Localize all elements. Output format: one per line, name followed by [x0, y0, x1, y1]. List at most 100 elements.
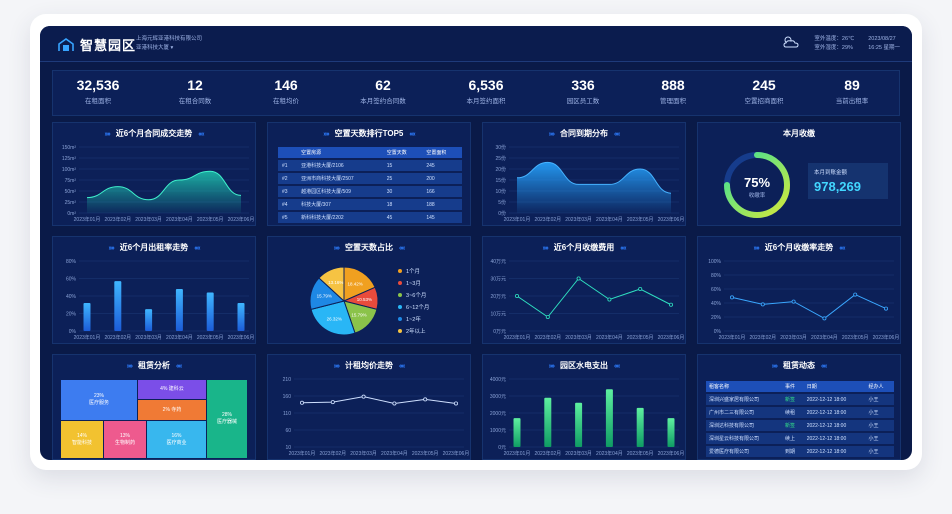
col-header: 空置房源	[297, 147, 383, 158]
y-tick-label: 5份	[498, 199, 506, 206]
x-tick-label: 2023年01月	[504, 450, 531, 457]
bar	[513, 418, 521, 447]
col-header: 经办人	[865, 381, 894, 392]
x-tick-label: 2023年05月	[627, 334, 654, 341]
legend-item[interactable]: 6~12个月	[398, 303, 429, 311]
panel-title: ›››› 合同到期分布 ‹‹‹‹	[548, 129, 621, 138]
kpi-label: 空置招商面积	[744, 98, 784, 105]
data-point	[883, 306, 888, 311]
data-point	[515, 294, 520, 299]
kpi-item: 245 空置招商面积	[719, 77, 809, 105]
panel-title: ›››› 近6个月出租率走势 ‹‹‹‹	[108, 243, 200, 252]
treemap-cell[interactable]: 23% 医疗服务	[61, 380, 137, 420]
table-row[interactable]: 广州市二三有限公司 续租 2022-12-12 18:00 小王	[706, 407, 894, 418]
x-tick-label: 2023年01月	[719, 334, 746, 341]
kpi-label: 当前出租率	[835, 98, 869, 105]
x-tick-label: 2023年04月	[811, 334, 838, 341]
table-row[interactable]: 深圳星云科技有限公司 续上 2022-12-12 18:00 小王	[706, 433, 894, 444]
panel-utility: ›››› 园区水电支出 ‹‹‹‹ 4000元 3000元 2000元 1000元 0元 202…	[482, 354, 686, 460]
kpi-value: 336	[571, 77, 595, 93]
x-tick-label: 2023年02月	[104, 216, 131, 223]
datetime: 2023/08/27 16:25 星期一	[868, 35, 900, 53]
kpi-label: 在租面积	[85, 98, 111, 105]
legend-item[interactable]: 1~3月	[398, 279, 429, 287]
x-tick-label: 2023年04月	[166, 334, 193, 341]
x-tick-label: 2023年06月	[658, 450, 685, 457]
y-tick-label: 20万元	[490, 294, 506, 300]
table-row[interactable]: #3 越港园区科技大厦/509 30 166	[278, 186, 462, 197]
y-tick-label: 25份	[495, 155, 506, 162]
date-text: 2023/08/27	[868, 36, 896, 42]
table-header-row: 空置房源 空置天数 空置面积	[278, 147, 462, 158]
pie-slice	[343, 266, 376, 302]
y-tick-label: 60%	[66, 276, 77, 282]
bar	[114, 281, 122, 331]
x-tick-label: 2023年03月	[135, 216, 162, 223]
occupancy-bar-chart: 80% 60% 40% 20% 0%2023年01月 2023年02月 2023年03月 20…	[66, 259, 254, 341]
x-tick-label: 2023年04月	[596, 334, 623, 341]
data-point	[822, 316, 827, 321]
panel-income: 本月收缴 75% 收缴率 本月到账金额 978,269	[697, 122, 901, 226]
treemap-cell[interactable]: 14% 智能科技	[61, 421, 103, 458]
weather-temp: 室外温度：26℃	[814, 36, 855, 42]
table-row[interactable]: 深圳达科技有限公司 新签 2022-12-12 18:00 小王	[706, 420, 894, 431]
x-tick-label: 2023年01月	[504, 334, 531, 341]
x-tick-label: 2023年06月	[658, 216, 685, 223]
building-select[interactable]: 亚港科技大厦 ▾	[136, 45, 174, 51]
table-row[interactable]: 爱德医疗有限公司 到期 2022-12-12 18:00 小王	[706, 446, 894, 457]
col-header: 租客名称	[706, 381, 783, 392]
legend-item[interactable]: 3~6个月	[398, 291, 429, 299]
weather-stats: 室外温度：26℃ 室外湿度：29%	[814, 35, 854, 53]
weather-humidity: 室外湿度：29%	[814, 45, 853, 51]
bar	[667, 418, 675, 447]
y-tick-label: 125m²	[62, 156, 77, 162]
panel-vacancy-rank: ›››› 空置天数排行TOP5 ‹‹‹‹ 空置房源 空置天数 空置面积 #1 亚港科技…	[267, 122, 471, 226]
series-line	[516, 277, 672, 318]
bar	[206, 292, 214, 331]
table-row[interactable]: 深圳兴盛家居有限公司 新签 2022-12-12 18:00 小王	[706, 394, 894, 405]
legend-item[interactable]: 2年以上	[398, 327, 429, 335]
y-tick-label: 10份	[495, 188, 506, 195]
area-fill	[87, 171, 241, 213]
x-tick-label: 2023年02月	[534, 216, 561, 223]
vacancy-rank-table: 空置房源 空置天数 空置面积 #1 亚港科技大厦/2106 15 245 #2 亚洲市商…	[278, 145, 462, 225]
legend-item[interactable]: 1~2年	[398, 315, 429, 323]
weather-info: 室外温度：26℃ 室外湿度：29% 2023/08/27 16:25 星期一	[782, 35, 900, 53]
table-row[interactable]: #1 亚港科技大厦/2106 15 245	[278, 160, 462, 171]
x-tick-label: 2023年03月	[350, 450, 377, 457]
x-tick-label: 2023年01月	[504, 216, 531, 223]
y-tick-label: 30万元	[490, 276, 506, 282]
kpi-label: 在租均价	[273, 98, 299, 105]
panel-fee: ›››› 近6个月收缴费用 ‹‹‹‹ 40万元 30万元 20万元 10万元 0万元 2023…	[482, 236, 686, 344]
col-header: 空置面积	[422, 147, 462, 158]
panel-deals: ›››› 近6个月合同成交走势 ‹‹‹‹ 150m² 125m² 100m² 75m² 50…	[52, 122, 256, 226]
x-tick-label: 2023年04月	[596, 216, 623, 223]
y-tick-label: 160	[283, 394, 292, 400]
col-header: 空置天数	[382, 147, 423, 158]
x-tick-label: 2023年03月	[565, 450, 592, 457]
panel-title: ›››› 租赁动态 ‹‹‹‹	[771, 361, 828, 370]
treemap-cell[interactable]: 16% 医疗商业	[147, 421, 206, 458]
x-tick-label: 2023年01月	[289, 450, 316, 457]
panel-title: ›››› 近6个月收缴率走势 ‹‹‹‹	[753, 243, 845, 252]
treemap-cell[interactable]: 28% 医疗器械	[207, 380, 247, 458]
pie-legend: 1个月 1~3月 3~6个月 6~12个月 1~2年 2年以上	[398, 267, 429, 339]
treemap-cell[interactable]: 13% 生物制药	[104, 421, 146, 458]
treemap-cell[interactable]: 2% 寺药	[138, 400, 206, 420]
panel-title: ›››› 空置天数排行TOP5 ‹‹‹‹	[323, 129, 415, 138]
y-tick-label: 50m²	[65, 189, 77, 195]
y-tick-label: 20份	[495, 166, 506, 173]
x-tick-label: 2023年02月	[319, 450, 346, 457]
amount-label: 本月到账金额	[814, 170, 848, 176]
y-tick-label: 75m²	[65, 178, 77, 184]
legend-item[interactable]: 1个月	[398, 267, 429, 275]
logo[interactable]: 智慧园区	[58, 35, 136, 54]
table-row[interactable]: #2 亚洲市商科技大厦/2507 25 200	[278, 173, 462, 184]
table-row[interactable]: #4 科技大厦/307 18 188	[278, 199, 462, 210]
y-tick-label: 0万元	[493, 329, 506, 335]
table-row[interactable]: #5 新科科技大厦/2202 45 145	[278, 212, 462, 223]
pie-data-label: 13.16%	[328, 280, 343, 285]
x-tick-label: 2023年01月	[74, 216, 101, 223]
panel-expiry: ›››› 合同到期分布 ‹‹‹‹ 30份 25份 20份 15份 10份 5份 0份 2023年0…	[482, 122, 686, 226]
treemap-cell[interactable]: 4% 建科云	[138, 380, 206, 399]
